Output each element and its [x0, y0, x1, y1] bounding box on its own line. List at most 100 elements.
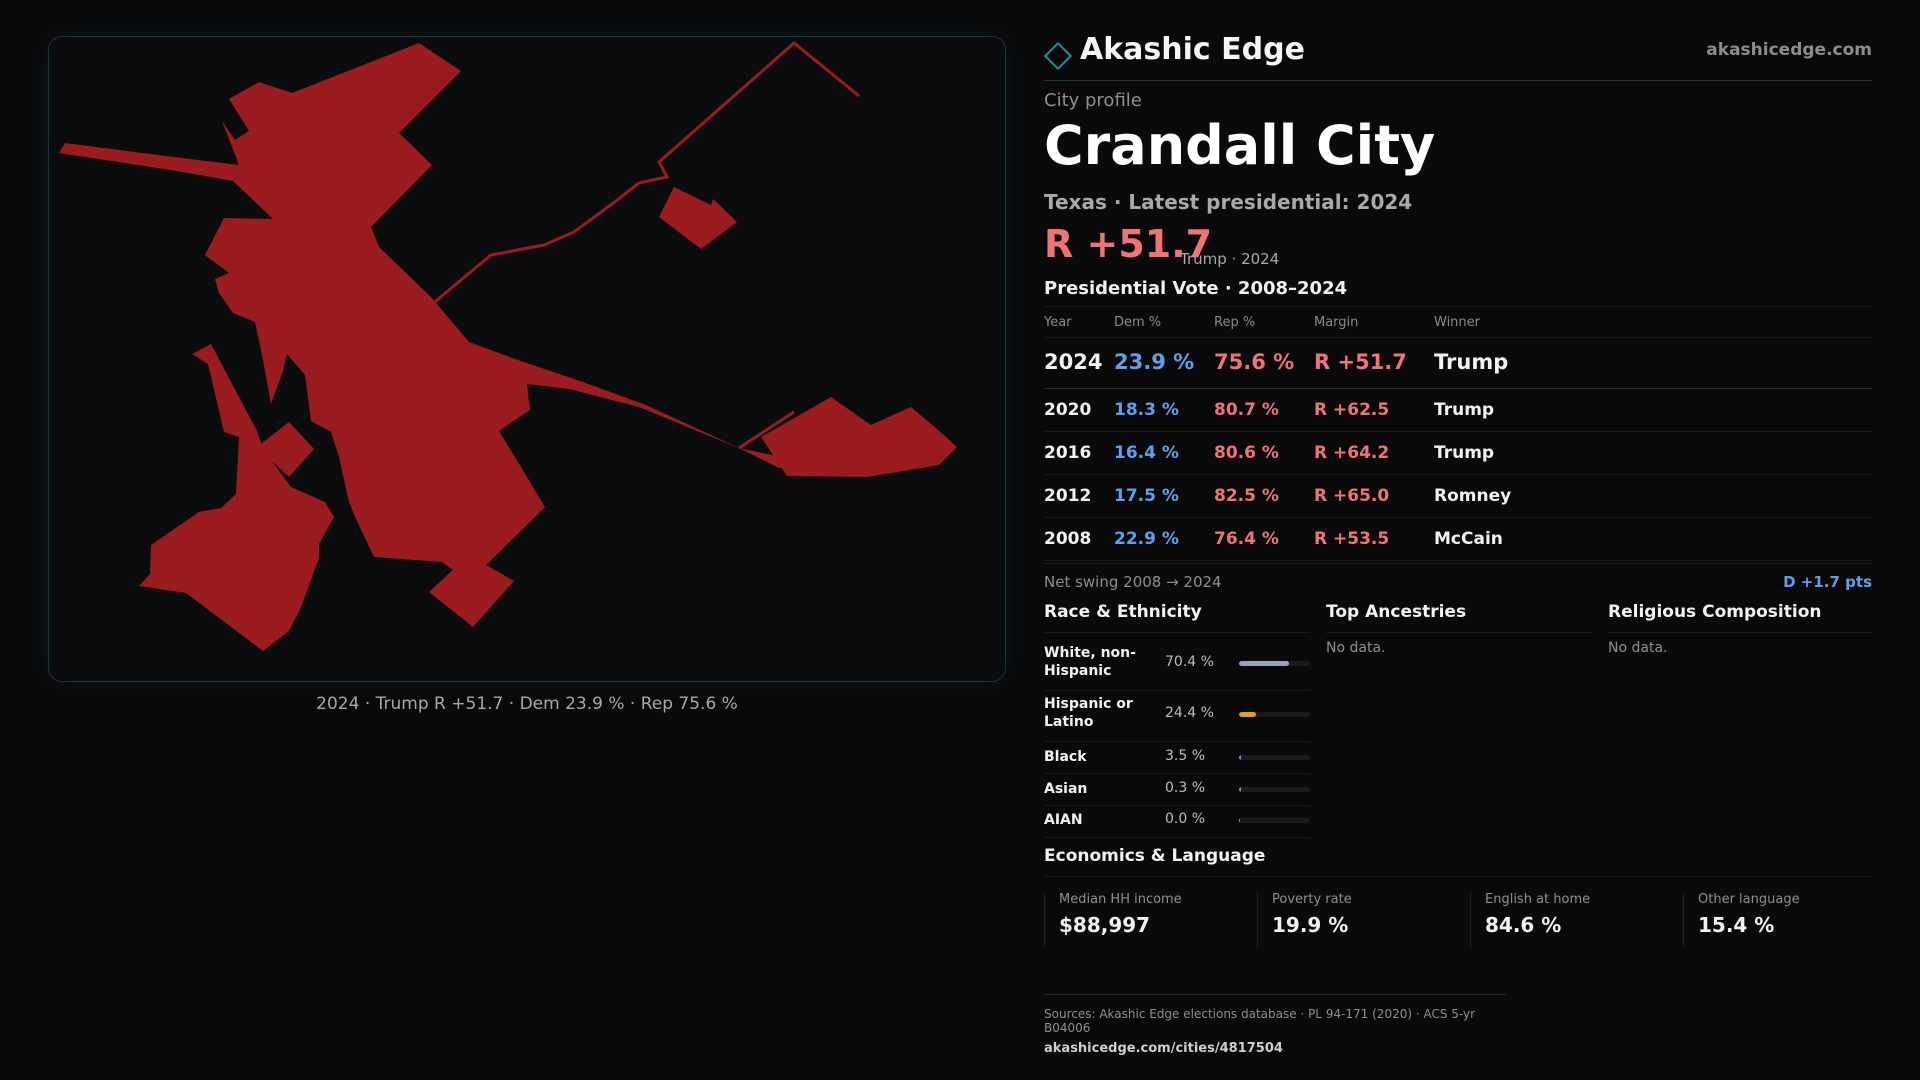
race-bar [1239, 712, 1310, 717]
ancestries-empty: No data. [1326, 640, 1386, 656]
race-label: Hispanic or Latino [1044, 695, 1133, 731]
row-winner: Trump [1434, 350, 1509, 374]
row-year: 2016 [1044, 443, 1092, 463]
row-year: 2024 [1044, 350, 1103, 374]
site-header: Akashic Edge akashicedge.com [1043, 30, 1872, 81]
stat-poverty-rate: Poverty rate 19.9 % [1257, 892, 1447, 948]
row-winner: Trump [1434, 443, 1495, 463]
footer-sources: Sources: Akashic Edge elections database… [1044, 1007, 1476, 1035]
site-link[interactable]: akashicedge.com [1706, 40, 1872, 60]
ancestries-section-title: Top Ancestries [1326, 602, 1467, 622]
stat-label: Median HH income [1059, 892, 1182, 907]
ancestries-divider [1326, 632, 1592, 633]
row-rep: 76.4 % [1214, 529, 1279, 549]
race-label: AIAN [1044, 812, 1083, 828]
stat-value: 19.9 % [1272, 913, 1349, 937]
diamond-icon [1043, 41, 1073, 71]
race-row: White, non- Hispanic 70.4 % [1044, 640, 1310, 691]
race-bar-fill [1239, 818, 1241, 823]
row-rep: 80.6 % [1214, 443, 1279, 463]
stat-value: $88,997 [1059, 913, 1151, 937]
city-boundary-west [139, 344, 334, 651]
page-kicker: City profile [1044, 90, 1142, 111]
row-dem: 23.9 % [1114, 350, 1195, 374]
race-bar [1239, 787, 1310, 792]
city-boundary-notch [257, 422, 314, 477]
row-winner: Trump [1434, 400, 1495, 420]
headline-margin: R +51.7 [1044, 222, 1213, 266]
race-bar-fill [1239, 661, 1289, 666]
economics-section-title: Economics & Language [1044, 846, 1266, 866]
race-pct: 70.4 % [1165, 654, 1214, 670]
race-bar-fill [1239, 755, 1242, 760]
religion-section-title: Religious Composition [1608, 602, 1822, 622]
stat-value: 15.4 % [1698, 913, 1775, 937]
race-bar [1239, 755, 1310, 760]
row-winner: McCain [1434, 529, 1503, 549]
row-year: 2012 [1044, 486, 1092, 506]
race-bar-fill [1239, 787, 1241, 792]
row-year: 2008 [1044, 529, 1092, 549]
row-rep: 80.7 % [1214, 400, 1279, 420]
race-label: Asian [1044, 781, 1088, 797]
economics-divider [1044, 876, 1872, 877]
row-dem: 17.5 % [1114, 486, 1179, 506]
stat-label: English at home [1485, 892, 1591, 907]
race-label-line: White, non- [1044, 645, 1136, 661]
separator: · [1106, 190, 1129, 214]
race-section-title: Race & Ethnicity [1044, 602, 1202, 622]
religion-divider [1608, 632, 1872, 633]
table-row: 2016 16.4 % 80.6 % R +64.2 Trump [1044, 432, 1872, 475]
row-margin: R +53.5 [1314, 529, 1390, 549]
race-label: White, non- Hispanic [1044, 644, 1136, 680]
race-row: Asian 0.3 % [1044, 774, 1310, 806]
col-rep: Rep % [1214, 315, 1256, 330]
stat-english-at-home: English at home 84.6 % [1470, 892, 1660, 948]
race-row: Black 3.5 % [1044, 742, 1310, 774]
race-pct: 3.5 % [1165, 748, 1206, 764]
race-label: Black [1044, 749, 1087, 765]
stat-other-language: Other language 15.4 % [1683, 892, 1873, 948]
col-dem: Dem % [1114, 315, 1162, 330]
race-bar [1239, 818, 1310, 823]
race-label-line: Hispanic or [1044, 696, 1133, 712]
race-pct: 24.4 % [1165, 705, 1214, 721]
net-swing-label: Net swing 2008 → 2024 [1044, 573, 1222, 591]
stat-label: Poverty rate [1272, 892, 1352, 907]
row-rep: 75.6 % [1214, 350, 1295, 374]
page-title: Crandall City [1044, 114, 1436, 177]
row-margin: R +64.2 [1314, 443, 1390, 463]
race-pct: 0.0 % [1165, 811, 1206, 827]
row-dem: 16.4 % [1114, 443, 1179, 463]
stat-label: Other language [1698, 892, 1800, 907]
race-bar-fill [1239, 712, 1257, 717]
row-margin: R +65.0 [1314, 486, 1390, 506]
page-footer: Sources: Akashic Edge elections database… [1044, 994, 1506, 1056]
city-boundary-main [59, 43, 829, 582]
table-row: 2024 23.9 % 75.6 % R +51.7 Trump [1044, 338, 1872, 389]
row-dem: 18.3 % [1114, 400, 1179, 420]
row-winner: Romney [1434, 486, 1512, 506]
net-swing: Net swing 2008 → 2024 D +1.7 pts [1044, 563, 1872, 594]
latest-label: Latest presidential: 2024 [1128, 190, 1413, 214]
vote-table-header: Year Dem % Rep % Margin Winner [1044, 307, 1872, 338]
economics-stats: Median HH income $88,997 Poverty rate 19… [1044, 876, 1873, 948]
row-year: 2020 [1044, 400, 1092, 420]
city-map[interactable] [48, 36, 1006, 682]
col-winner: Winner [1434, 315, 1481, 330]
col-margin: Margin [1314, 315, 1359, 330]
subtitle: Texas · Latest presidential: 2024 [1044, 190, 1412, 214]
state-name: Texas [1044, 190, 1107, 214]
vote-section-title: Presidential Vote · 2008–2024 [1044, 278, 1348, 299]
row-margin: R +51.7 [1314, 350, 1407, 374]
table-row: 2008 22.9 % 76.4 % R +53.5 McCain [1044, 518, 1872, 561]
race-divider [1044, 632, 1310, 633]
table-row: 2020 18.3 % 80.7 % R +62.5 Trump [1044, 389, 1872, 432]
city-boundary-corridor-east [738, 410, 795, 450]
brand-name[interactable]: Akashic Edge [1080, 32, 1305, 67]
race-row: Hispanic or Latino 24.4 % [1044, 691, 1310, 742]
row-margin: R +62.5 [1314, 400, 1390, 420]
race-row: AIAN 0.0 % [1044, 806, 1310, 838]
footer-url[interactable]: akashicedge.com/cities/4817504 [1044, 1041, 1283, 1056]
city-boundary-northeast [659, 187, 737, 249]
